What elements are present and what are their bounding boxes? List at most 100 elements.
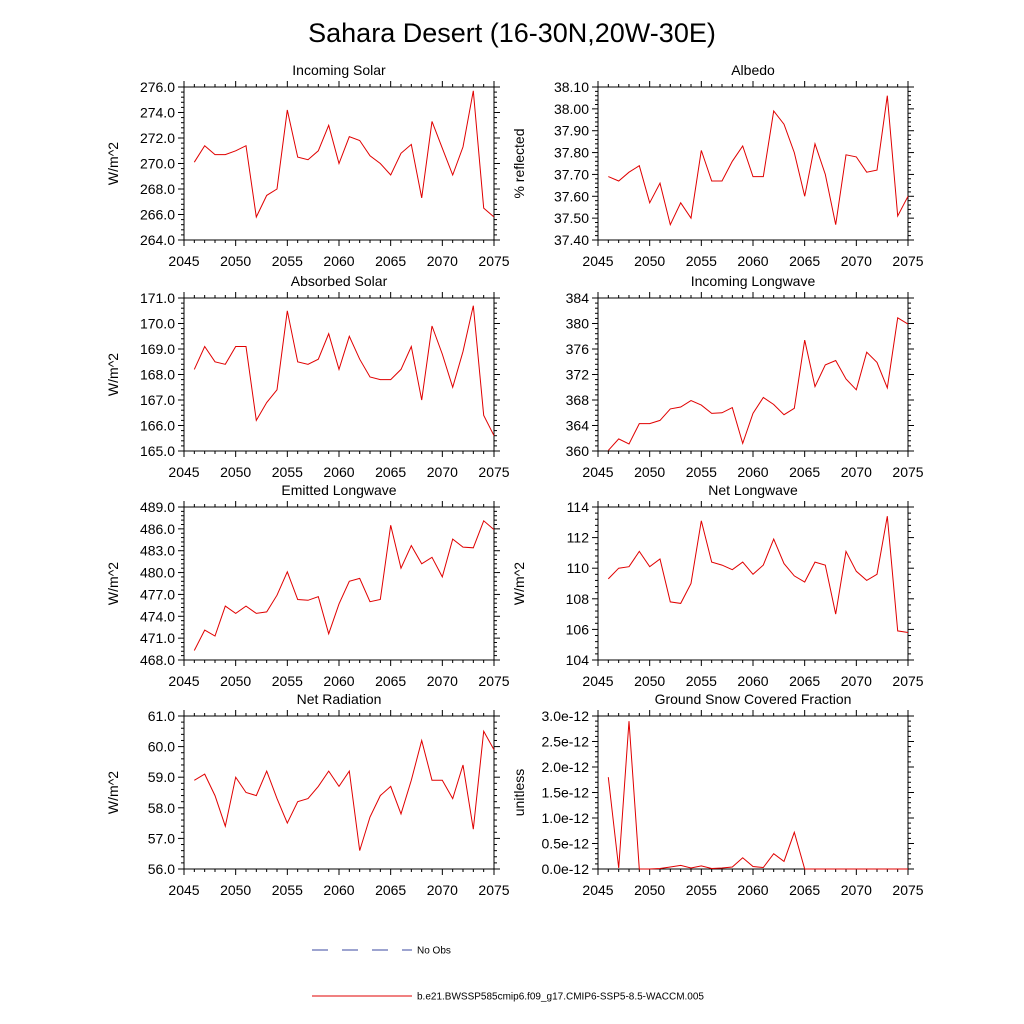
x-tick-label: 2065 <box>375 673 406 689</box>
x-tick-label: 2050 <box>634 882 665 898</box>
y-tick-label: 264.0 <box>140 232 175 248</box>
y-tick-label: 108 <box>566 591 590 607</box>
x-tick-label: 2050 <box>634 673 665 689</box>
chart-title: Incoming Solar <box>292 62 386 78</box>
series-line <box>607 316 909 451</box>
x-tick-label: 2050 <box>220 253 251 269</box>
chart-absorbed-solar: 165.0 166.0 167.0 168.0 169.0 170.0 171.0 2045 2… <box>105 273 510 480</box>
y-tick-label: 486.0 <box>140 521 175 537</box>
x-tick-label: 2065 <box>789 464 820 480</box>
x-tick-label: 2060 <box>737 882 768 898</box>
x-tick-label: 2060 <box>323 673 354 689</box>
y-tick-label: 276.0 <box>140 79 175 95</box>
chart-title: Net Radiation <box>297 691 382 707</box>
chart-title: Incoming Longwave <box>691 273 816 289</box>
x-tick-label: 2075 <box>478 673 509 689</box>
x-tick-label: 2070 <box>427 673 458 689</box>
y-axis-label: W/m^2 <box>105 142 121 185</box>
y-tick-label: 169.0 <box>140 341 175 357</box>
x-tick-label: 2045 <box>582 882 613 898</box>
series-line <box>193 305 495 436</box>
y-tick-label: 114 <box>567 499 590 515</box>
y-tick-label: 57.0 <box>148 830 175 846</box>
series-line <box>607 721 908 870</box>
x-tick-label: 2060 <box>737 253 768 269</box>
x-tick-label: 2045 <box>168 673 199 689</box>
chart-frame <box>183 297 495 452</box>
y-tick-label: 167.0 <box>140 392 175 408</box>
y-tick-label: 112 <box>567 530 590 546</box>
chart-title: Albedo <box>731 62 775 78</box>
y-tick-label: 2.0e-12 <box>542 759 590 775</box>
x-tick-label: 2065 <box>375 253 406 269</box>
series-line <box>607 516 909 633</box>
x-tick-label: 2055 <box>686 882 717 898</box>
x-tick-label: 2045 <box>168 253 199 269</box>
y-tick-label: 37.70 <box>554 166 589 182</box>
x-tick-label: 2070 <box>841 882 872 898</box>
y-tick-label: 274.0 <box>140 105 175 121</box>
y-axis-label: W/m^2 <box>511 562 527 605</box>
y-tick-label: 1.0e-12 <box>542 810 590 826</box>
legend: No Obs b.e21.BWSSP585cmip6.f09_g17.CMIP6… <box>312 946 704 1003</box>
x-tick-label: 2055 <box>272 673 303 689</box>
x-tick-label: 2070 <box>427 464 458 480</box>
y-tick-label: 1.5e-12 <box>542 785 590 801</box>
x-tick-label: 2075 <box>478 253 509 269</box>
x-tick-label: 2075 <box>892 464 923 480</box>
x-tick-label: 2075 <box>478 464 509 480</box>
x-tick-label: 2060 <box>737 464 768 480</box>
y-tick-label: 170.0 <box>140 316 175 332</box>
chart-net-radiation: 56.0 57.0 58.0 59.0 60.0 61.0 2045 2050 2055 2060… <box>105 691 510 898</box>
y-tick-label: 37.80 <box>554 145 589 161</box>
y-axis-label: unitless <box>511 769 527 816</box>
y-axis-label: W/m^2 <box>105 562 121 605</box>
x-tick-label: 2065 <box>789 253 820 269</box>
y-tick-label: 0.5e-12 <box>542 836 590 852</box>
x-tick-label: 2050 <box>634 253 665 269</box>
x-tick-label: 2065 <box>789 882 820 898</box>
y-tick-label: 364 <box>566 418 590 434</box>
y-tick-label: 468.0 <box>140 652 175 668</box>
y-tick-label: 58.0 <box>148 800 175 816</box>
x-tick-label: 2075 <box>478 882 509 898</box>
y-tick-label: 270.0 <box>140 156 175 172</box>
y-tick-label: 368 <box>566 392 590 408</box>
x-tick-label: 2055 <box>686 673 717 689</box>
y-tick-label: 171.0 <box>140 290 175 306</box>
y-tick-label: 106 <box>566 621 590 637</box>
x-tick-label: 2055 <box>272 882 303 898</box>
series-line <box>608 95 909 227</box>
x-tick-label: 2070 <box>841 673 872 689</box>
y-tick-label: 268.0 <box>140 181 175 197</box>
x-tick-label: 2055 <box>272 464 303 480</box>
x-tick-label: 2050 <box>220 673 251 689</box>
y-tick-label: 37.40 <box>554 232 589 248</box>
chart-incoming-longwave: 360 364 368 372 376 380 384 2045 2050 2055 2060 206… <box>566 273 924 480</box>
y-tick-label: 2.5e-12 <box>542 734 590 750</box>
y-tick-label: 489.0 <box>140 499 175 515</box>
chart-title: Ground Snow Covered Fraction <box>655 691 852 707</box>
chart-title: Absorbed Solar <box>291 273 388 289</box>
x-tick-label: 2050 <box>220 464 251 480</box>
x-tick-label: 2070 <box>841 464 872 480</box>
x-tick-label: 2045 <box>168 464 199 480</box>
y-tick-label: 110 <box>567 560 590 576</box>
page-title: Sahara Desert (16-30N,20W-30E) <box>308 18 716 48</box>
x-tick-label: 2055 <box>272 253 303 269</box>
y-tick-label: 272.0 <box>140 130 175 146</box>
y-tick-label: 483.0 <box>140 543 175 559</box>
legend-label-no-obs: No Obs <box>417 946 451 957</box>
x-tick-label: 2070 <box>427 882 458 898</box>
y-tick-label: 56.0 <box>148 861 175 877</box>
y-tick-label: 59.0 <box>148 769 175 785</box>
y-tick-label: 0.0e-12 <box>542 861 590 877</box>
y-tick-label: 3.0e-12 <box>542 708 590 724</box>
y-axis-label: W/m^2 <box>105 771 121 814</box>
x-tick-label: 2045 <box>582 464 613 480</box>
chart-frame <box>597 715 909 870</box>
legend-label-model-run: b.e21.BWSSP585cmip6.f09_g17.CMIP6-SSP5-8… <box>417 992 704 1003</box>
y-tick-label: 376 <box>566 341 590 357</box>
y-tick-label: 168.0 <box>140 367 175 383</box>
